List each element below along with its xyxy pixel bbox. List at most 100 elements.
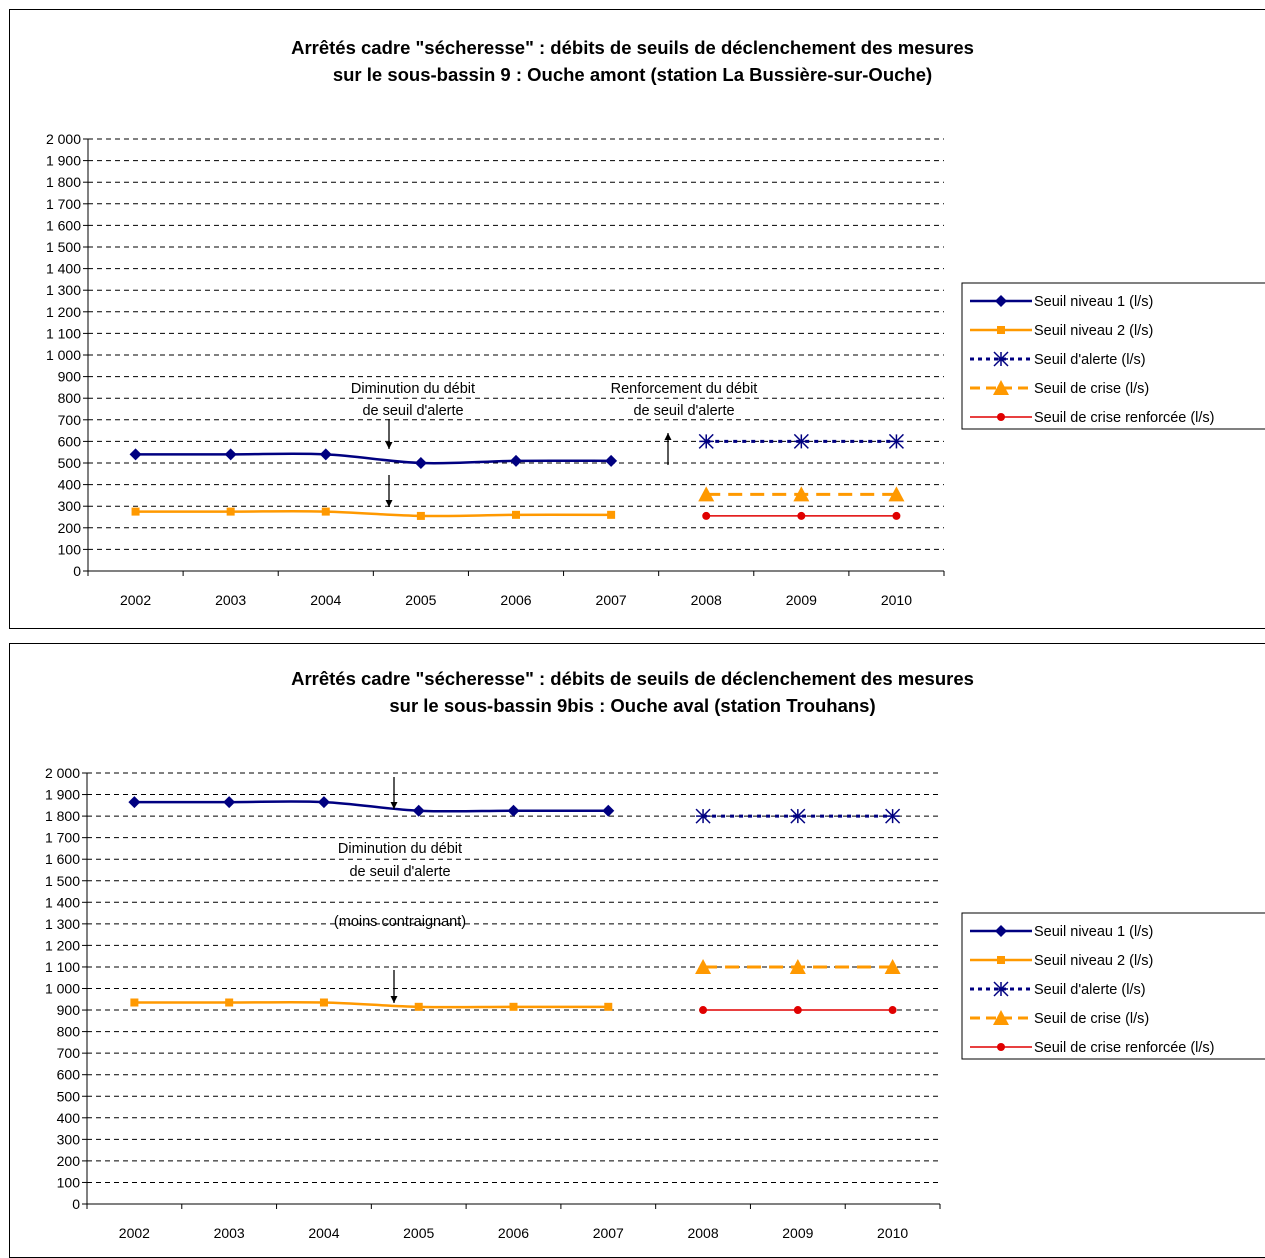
chart-1-series-5 bbox=[702, 511, 901, 520]
chart-2-y-tick-label: 100 bbox=[57, 1174, 81, 1190]
chart-1-series-1-point bbox=[605, 454, 618, 467]
chart-2-y-tick-label: 1 700 bbox=[45, 830, 80, 846]
chart-1-series-1-point bbox=[319, 448, 332, 461]
chart-1-legend-label-3: Seuil d'alerte (l/s) bbox=[1034, 352, 1146, 368]
chart-2-series-3-point bbox=[885, 808, 901, 824]
chart-2-series-2-point bbox=[509, 1002, 518, 1011]
chart-1-arrow-up bbox=[664, 433, 672, 465]
chart-2-y-tick-label: 1 100 bbox=[45, 959, 80, 975]
chart-2-title-line-2: sur le sous-bassin 9bis : Ouche aval (st… bbox=[389, 695, 876, 716]
chart-1-legend-marker-5 bbox=[997, 413, 1005, 421]
chart-2-x-tick-label: 2007 bbox=[593, 1225, 624, 1241]
chart-1-legend-label-4: Seuil de crise (l/s) bbox=[1034, 381, 1149, 397]
chart-1-legend: Seuil niveau 1 (l/s) Seuil niveau 2 (l/s)… bbox=[961, 282, 1265, 430]
chart-1-annotation-1-line: de seuil d'alerte bbox=[362, 403, 463, 419]
chart-1-y-tick-label: 1 900 bbox=[46, 153, 81, 169]
chart-1-y-tick-label: 1 000 bbox=[46, 347, 81, 363]
chart-2-series-2-point bbox=[319, 998, 328, 1007]
chart-1-legend-label-1: Seuil niveau 1 (l/s) bbox=[1034, 294, 1153, 310]
chart-1-y-tick-label: 0 bbox=[73, 563, 81, 579]
chart-1-y-tick-label: 900 bbox=[58, 369, 82, 385]
chart-2-legend-label-3: Seuil d'alerte (l/s) bbox=[1034, 982, 1146, 998]
chart-2-x-tick-label: 2006 bbox=[498, 1225, 529, 1241]
chart-2-series-1-point bbox=[602, 804, 615, 817]
chart-1-x-tick-label: 2004 bbox=[310, 592, 341, 608]
chart-1-legend-label-5: Seuil de crise renforcée (l/s) bbox=[1034, 410, 1215, 426]
chart-1-x-tick-label: 2002 bbox=[120, 592, 151, 608]
chart-2-series-3-point bbox=[695, 808, 711, 824]
chart-1-x-tick-label: 2003 bbox=[215, 592, 246, 608]
chart-2-y-tick-label: 1 300 bbox=[45, 916, 80, 932]
chart-1-y-tick-label: 1 700 bbox=[46, 196, 81, 212]
chart-2-series-1-line bbox=[134, 800, 609, 813]
chart-2-y-tick-label: 800 bbox=[57, 1024, 81, 1040]
chart-2-series-2-point bbox=[414, 1002, 423, 1011]
chart-2-y-tick-label: 400 bbox=[57, 1110, 81, 1126]
chart-2-y-tick-label: 1 900 bbox=[45, 787, 80, 803]
chart-2-series-5-point bbox=[699, 1006, 708, 1015]
chart-2-y-tick-label: 1 000 bbox=[45, 981, 80, 997]
chart-1-x-tick-label: 2009 bbox=[786, 592, 817, 608]
chart-2-series-4-point bbox=[884, 958, 901, 974]
chart-2-series-1-point bbox=[412, 804, 425, 817]
chart-1-series-3-point bbox=[698, 433, 714, 449]
chart-1-y-tick-label: 100 bbox=[58, 541, 82, 557]
chart-2-title-line-1: Arrêtés cadre "sécheresse" : débits de s… bbox=[291, 668, 974, 689]
chart-1-series-2-point bbox=[512, 510, 520, 519]
chart-2-series-3 bbox=[695, 808, 901, 824]
chart-1-series-1-point bbox=[129, 448, 142, 461]
chart-1-legend-marker-4 bbox=[993, 380, 1009, 395]
chart-2-y-tick-label: 900 bbox=[57, 1002, 81, 1018]
chart-1-series-5-point bbox=[892, 511, 901, 520]
chart-1-annotation-2-line: de seuil d'alerte bbox=[633, 403, 734, 419]
chart-1-arrow-down-2 bbox=[385, 475, 393, 507]
chart-1-series-1-point bbox=[414, 457, 427, 469]
chart-1-legend-marker-3 bbox=[993, 351, 1009, 367]
chart-2-legend-label-4: Seuil de crise (l/s) bbox=[1034, 1011, 1149, 1027]
chart-2-series-4 bbox=[695, 958, 901, 974]
chart-2-y-tick-label: 500 bbox=[57, 1088, 81, 1104]
chart-2-y-tick-label: 1 500 bbox=[45, 873, 80, 889]
chart-2-grid bbox=[87, 772, 940, 1183]
chart-2-annotation-line: de seuil d'alerte bbox=[349, 864, 450, 880]
chart-2-series-1-point bbox=[223, 796, 236, 809]
chart-1-title-line-1: Arrêtés cadre "sécheresse" : débits de s… bbox=[291, 37, 974, 58]
chart-1-series-5-point bbox=[702, 511, 711, 520]
chart-1-series-2-line bbox=[135, 510, 612, 518]
chart-2-x-tick-label: 2004 bbox=[308, 1225, 339, 1241]
chart-2-series-1-point bbox=[128, 796, 141, 809]
chart-2-y-tick-label: 1 600 bbox=[45, 851, 80, 867]
chart-2-series-4-point bbox=[789, 958, 806, 974]
chart-1-x-tick-label: 2008 bbox=[691, 592, 722, 608]
chart-1-y-tick-label: 1 600 bbox=[46, 217, 81, 233]
chart-2-series-2-line bbox=[134, 1000, 609, 1009]
chart-2-series-3-point bbox=[790, 808, 806, 824]
chart-1-series-4-point bbox=[793, 486, 810, 502]
chart-1-legend-marker-1 bbox=[995, 295, 1007, 307]
chart-1-series-4-point bbox=[888, 486, 905, 502]
chart-1-series-1 bbox=[129, 448, 618, 469]
chart-1-y-tick-label: 1 300 bbox=[46, 282, 81, 298]
chart-2-series-5 bbox=[699, 1006, 897, 1015]
chart-1-annotation-1-line: Diminution du débit bbox=[351, 381, 475, 397]
chart-2-series-5-point bbox=[793, 1006, 802, 1015]
chart-1-series-2-point bbox=[321, 507, 330, 516]
chart-2-annotation-line: Diminution du débit bbox=[338, 841, 462, 857]
chart-1-series-2-point bbox=[607, 510, 616, 519]
chart-2-series-5-point bbox=[888, 1006, 897, 1015]
chart-1-legend-box bbox=[961, 282, 1265, 430]
chart-1-y-tick-label: 1 100 bbox=[46, 325, 81, 341]
chart-1-y-tick-label: 1 500 bbox=[46, 239, 81, 255]
chart-1-y-tick-label: 700 bbox=[58, 412, 82, 428]
chart-2-series-2-point bbox=[604, 1002, 613, 1011]
chart-2-series-2-point bbox=[130, 998, 139, 1007]
chart-1-legend-marker-2 bbox=[997, 326, 1005, 334]
chart-2-legend-label-2: Seuil niveau 2 (l/s) bbox=[1034, 953, 1153, 969]
chart-2-y-tick-label: 700 bbox=[57, 1045, 81, 1061]
chart-2-series-1-point bbox=[317, 796, 330, 809]
chart-2-y-tick-label: 2 000 bbox=[45, 765, 80, 781]
chart-2-y-tick-label: 1 800 bbox=[45, 808, 80, 824]
chart-2-legend-label-1: Seuil niveau 1 (l/s) bbox=[1034, 924, 1153, 940]
chart-1-x-tick-label: 2006 bbox=[500, 592, 531, 608]
chart-1-series-2-point bbox=[131, 507, 140, 516]
